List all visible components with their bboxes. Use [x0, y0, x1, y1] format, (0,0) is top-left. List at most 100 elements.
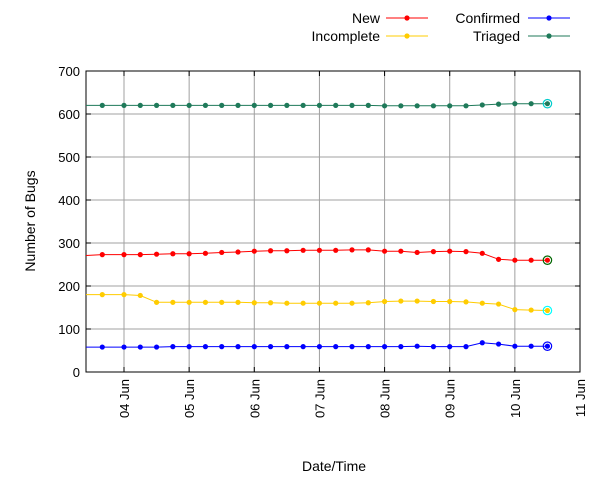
data-point — [251, 300, 257, 306]
data-point — [219, 249, 225, 256]
data-point — [170, 299, 176, 305]
data-point — [333, 102, 339, 108]
y-tick-label: 700 — [58, 64, 80, 79]
data-point — [349, 344, 355, 350]
data-point — [235, 344, 241, 350]
data-point — [300, 300, 306, 306]
data-point — [495, 256, 502, 262]
legend-swatch-point — [546, 33, 552, 39]
data-point — [316, 344, 323, 350]
legend-label: Triaged — [473, 28, 520, 44]
data-point — [479, 300, 485, 306]
data-point — [267, 300, 274, 306]
data-point — [479, 340, 485, 346]
data-point — [414, 343, 420, 349]
y-tick-label: 200 — [58, 279, 80, 294]
legend-entry: Incomplete — [312, 28, 428, 44]
data-point — [137, 292, 143, 299]
data-point — [414, 298, 420, 304]
y-tick-label: 100 — [58, 322, 80, 337]
data-point — [99, 292, 105, 298]
data-point — [121, 344, 127, 350]
data-point — [300, 102, 306, 108]
data-point — [381, 248, 388, 254]
data-point — [235, 102, 241, 108]
data-point — [267, 248, 274, 254]
x-tick-labels: 04 Jun 05 Jun 06 Jun 07 Jun 08 Jun 09 Jun 10 J… — [117, 379, 588, 418]
data-point — [463, 344, 469, 350]
data-point — [447, 344, 453, 350]
data-point — [528, 101, 534, 107]
data-point — [99, 344, 105, 350]
data-point — [512, 101, 518, 107]
data-point — [544, 101, 551, 107]
data-point — [365, 102, 371, 108]
y-tick-label: 400 — [58, 193, 80, 208]
legend-label: New — [352, 10, 381, 26]
data-point — [219, 102, 225, 108]
data-point — [398, 344, 404, 350]
legend-swatch-point — [404, 15, 410, 21]
data-point — [447, 248, 453, 254]
legend-swatch-point — [546, 15, 552, 21]
data-point — [463, 103, 469, 109]
y-tick-label: 500 — [58, 150, 80, 165]
data-point — [381, 103, 388, 109]
data-point — [170, 102, 176, 108]
data-point — [153, 102, 160, 108]
data-point — [186, 102, 192, 108]
legend-entry: Triaged — [473, 28, 570, 44]
data-point — [463, 299, 469, 305]
data-point — [349, 300, 355, 306]
data-point — [398, 298, 404, 304]
data-point — [121, 102, 127, 108]
data-point — [528, 307, 534, 313]
data-point — [202, 344, 209, 350]
data-point — [316, 102, 323, 108]
data-point — [300, 247, 306, 253]
grid-lines — [86, 71, 580, 372]
data-point — [430, 249, 437, 255]
legend-label: Incomplete — [312, 28, 381, 44]
data-point — [251, 248, 257, 254]
data-point — [430, 103, 437, 109]
data-point — [186, 251, 192, 257]
legend-label: Confirmed — [455, 10, 520, 26]
end-marker — [542, 305, 553, 316]
data-point — [414, 103, 420, 109]
data-point — [284, 344, 290, 350]
series-lines — [85, 103, 548, 348]
data-point — [235, 299, 241, 305]
plot-frame — [85, 70, 581, 373]
data-point — [170, 344, 176, 350]
data-point — [251, 102, 257, 108]
data-point — [267, 102, 274, 108]
data-point — [284, 102, 290, 108]
data-point — [512, 343, 518, 349]
data-point — [544, 257, 551, 263]
data-point — [479, 250, 485, 256]
data-point — [202, 102, 209, 108]
data-point — [186, 299, 192, 305]
data-point — [365, 344, 371, 350]
y-tick-label: 600 — [58, 107, 80, 122]
x-tick-label: 10 Jun — [508, 379, 523, 418]
x-tick-label: 04 Jun — [117, 379, 132, 418]
data-point — [235, 249, 241, 255]
data-point — [381, 298, 388, 305]
data-point — [121, 292, 127, 298]
data-point — [414, 249, 420, 256]
data-point — [398, 103, 404, 109]
y-tick-label: 300 — [58, 236, 80, 251]
data-point — [99, 252, 105, 258]
data-point — [365, 300, 371, 306]
y-tick-label: 0 — [73, 365, 80, 380]
x-tick-label: 11 Jun — [573, 379, 588, 417]
data-point — [137, 102, 143, 108]
end-marker — [542, 255, 553, 265]
data-point — [495, 341, 502, 347]
end-marker — [542, 98, 553, 109]
data-point — [316, 300, 323, 306]
data-point — [528, 257, 534, 263]
